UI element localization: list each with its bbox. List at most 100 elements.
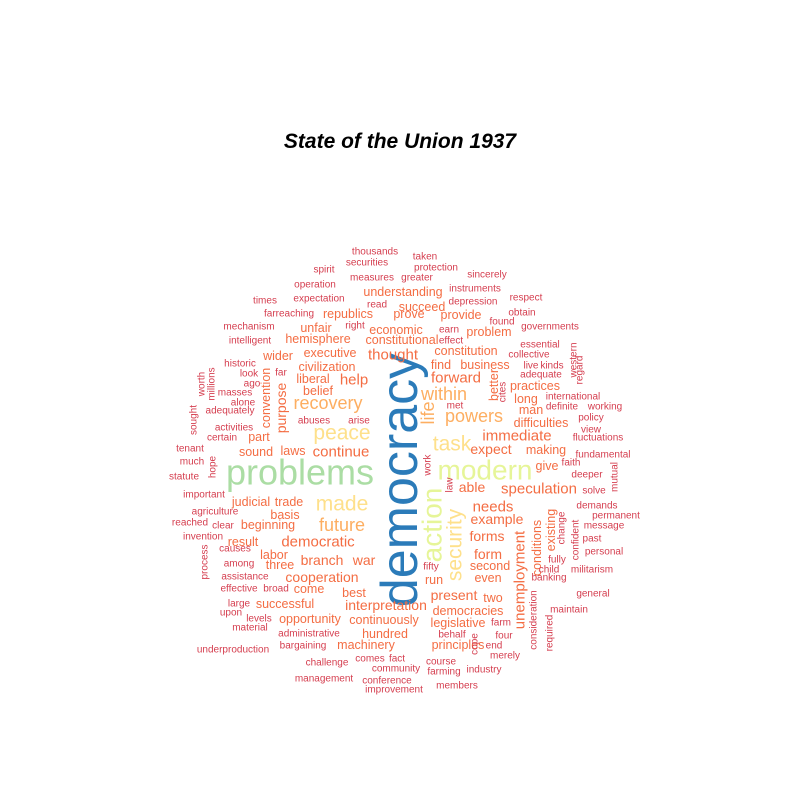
word-judicial: judicial [231, 495, 270, 509]
word-adequate: adequate [520, 370, 562, 381]
word-better: better [487, 369, 501, 401]
word-invention: invention [183, 532, 223, 543]
word-agriculture: agriculture [192, 507, 239, 518]
word-upon: upon [220, 608, 242, 619]
word-measures: measures [350, 273, 394, 284]
word-permanent: permanent [592, 511, 640, 522]
word-two: two [483, 591, 503, 605]
word-activities: activities [215, 423, 253, 434]
word-live: live [523, 361, 538, 372]
word-effective: effective [220, 584, 257, 595]
word-end: end [486, 641, 503, 652]
word-made: made [316, 493, 369, 516]
word-industry: industry [466, 665, 501, 676]
word-work: work [423, 453, 434, 476]
word-much: much [180, 457, 204, 468]
word-needs: needs [473, 499, 514, 516]
word-business: business [460, 358, 509, 372]
word-sound: sound [239, 445, 273, 459]
word-economic: economic [369, 323, 423, 337]
word-important: important [183, 490, 225, 501]
word-even: even [474, 571, 501, 585]
word-prove: prove [393, 307, 424, 321]
word-fundamental: fundamental [575, 450, 630, 461]
word-security: security [444, 508, 467, 581]
word-among: among [224, 559, 255, 570]
word-certain: certain [207, 433, 237, 444]
word-essential: essential [520, 340, 559, 351]
word-tenant: tenant [176, 444, 204, 455]
word-masses: masses [218, 388, 252, 399]
word-sought: sought [189, 405, 200, 435]
word-fact: fact [389, 654, 405, 665]
word-required: required [545, 615, 556, 652]
word-opportunity: opportunity [279, 612, 342, 626]
word-run: run [425, 573, 443, 587]
word-interpretation: interpretation [345, 597, 427, 613]
word-clear: clear [212, 521, 234, 532]
word-past: past [583, 534, 602, 545]
word-historic: historic [224, 359, 256, 370]
word-causes: causes [219, 544, 251, 555]
word-securities: securities [346, 258, 388, 269]
word-earn: earn [439, 325, 459, 336]
word-child: child [539, 565, 560, 576]
word-worth: worth [197, 372, 208, 397]
word-farming: farming [427, 667, 460, 678]
word-expectation: expectation [293, 294, 344, 305]
word-trade: trade [275, 495, 304, 509]
word-times: times [253, 296, 277, 307]
word-policy: policy [578, 413, 604, 424]
word-legislative: legislative [431, 616, 486, 630]
word-constitutional: constitutional [366, 333, 439, 347]
word-behalf: behalf [438, 630, 465, 641]
word-convention: convention [259, 368, 273, 429]
word-administrative: administrative [278, 629, 340, 640]
word-message: message [584, 521, 625, 532]
word-faith: faith [562, 458, 581, 469]
word-difficulties: difficulties [514, 416, 569, 430]
word-spirit: spirit [313, 265, 334, 276]
word-adequately: adequately [206, 406, 255, 417]
word-democratic: democratic [281, 534, 355, 551]
word-mutual: mutual [610, 462, 621, 492]
word-fully: fully [548, 555, 566, 566]
word-militarism: militarism [571, 565, 613, 576]
word-right: right [345, 321, 365, 332]
word-comes: comes [355, 654, 384, 665]
word-mechanism: mechanism [223, 322, 274, 333]
word-members: members [436, 681, 478, 692]
word-conference: conference [362, 676, 412, 687]
word-consideration: consideration [529, 590, 540, 649]
word-modern: modern [438, 455, 533, 486]
word-recovery: recovery [293, 393, 362, 413]
word-farreaching: farreaching [264, 309, 314, 320]
word-hemisphere: hemisphere [285, 332, 350, 346]
word-found: found [489, 317, 514, 328]
word-result: result [228, 535, 259, 549]
word-international: international [546, 392, 600, 403]
word-task: task [433, 433, 472, 456]
word-kinds: kinds [540, 361, 563, 372]
word-best: best [342, 586, 366, 600]
word-met: met [447, 401, 464, 412]
word-forms: forms [470, 528, 505, 544]
word-basis: basis [270, 508, 299, 522]
word-cites: cites [498, 382, 509, 403]
word-within: within [420, 384, 467, 404]
word-laws: laws [280, 444, 305, 458]
word-unfair: unfair [300, 321, 331, 335]
word-beginning: beginning [241, 518, 295, 532]
word-farm: farm [491, 618, 511, 629]
word-branch: branch [301, 552, 344, 568]
word-succeed: succeed [399, 300, 446, 314]
word-levels: levels [246, 614, 272, 625]
word-merely: merely [490, 651, 520, 662]
word-peace: peace [313, 422, 370, 445]
word-come: come [294, 582, 325, 596]
word-hope: hope [208, 455, 219, 478]
word-liberal: liberal [296, 372, 329, 386]
word-part: part [248, 430, 270, 444]
word-sincerely: sincerely [467, 270, 506, 281]
word-democracies: democracies [433, 604, 504, 618]
